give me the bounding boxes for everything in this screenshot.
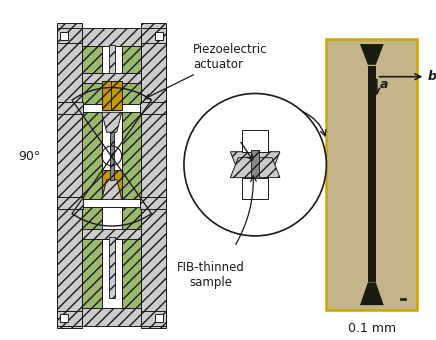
Polygon shape: [230, 152, 280, 172]
Bar: [242, 177, 268, 199]
Bar: [110, 132, 114, 180]
Bar: [140, 197, 166, 209]
Polygon shape: [230, 152, 280, 172]
Bar: [82, 28, 141, 46]
Bar: [109, 237, 115, 298]
Bar: [368, 66, 376, 283]
Text: 90°: 90°: [18, 150, 40, 163]
Bar: [326, 39, 417, 310]
Bar: [60, 32, 68, 40]
Polygon shape: [230, 158, 280, 177]
Bar: [82, 73, 141, 83]
Bar: [102, 170, 113, 199]
Bar: [141, 311, 166, 326]
Text: FIB-thinned
sample: FIB-thinned sample: [177, 261, 245, 289]
Bar: [141, 28, 166, 43]
Bar: [58, 23, 82, 328]
Polygon shape: [360, 283, 384, 305]
Bar: [155, 32, 163, 40]
Polygon shape: [360, 44, 384, 65]
Polygon shape: [230, 158, 280, 177]
Bar: [110, 132, 114, 180]
Bar: [251, 150, 259, 177]
Polygon shape: [102, 180, 122, 199]
Bar: [58, 311, 82, 326]
Polygon shape: [102, 112, 122, 132]
Bar: [155, 314, 163, 322]
Bar: [58, 197, 83, 209]
Polygon shape: [102, 112, 122, 132]
Text: 0.1 mm: 0.1 mm: [348, 322, 396, 335]
Bar: [141, 23, 166, 328]
Bar: [82, 229, 141, 239]
Bar: [82, 104, 141, 112]
Bar: [111, 170, 122, 199]
Bar: [82, 308, 141, 326]
Bar: [82, 73, 141, 83]
Circle shape: [184, 94, 326, 236]
Bar: [122, 43, 141, 316]
Bar: [102, 81, 113, 110]
Text: b: b: [427, 70, 436, 83]
Bar: [242, 130, 268, 152]
Bar: [58, 102, 83, 114]
Polygon shape: [102, 180, 122, 199]
Bar: [109, 45, 115, 73]
Bar: [399, 298, 406, 300]
Bar: [82, 199, 141, 207]
Bar: [82, 43, 102, 316]
Bar: [109, 45, 115, 73]
Text: Piezoelectric
actuator: Piezoelectric actuator: [145, 43, 267, 99]
Bar: [58, 28, 82, 43]
Text: a: a: [380, 78, 388, 91]
Bar: [251, 150, 259, 177]
Bar: [102, 43, 122, 316]
Bar: [111, 81, 122, 110]
Bar: [140, 102, 166, 114]
Bar: [109, 237, 115, 298]
Bar: [60, 314, 68, 322]
